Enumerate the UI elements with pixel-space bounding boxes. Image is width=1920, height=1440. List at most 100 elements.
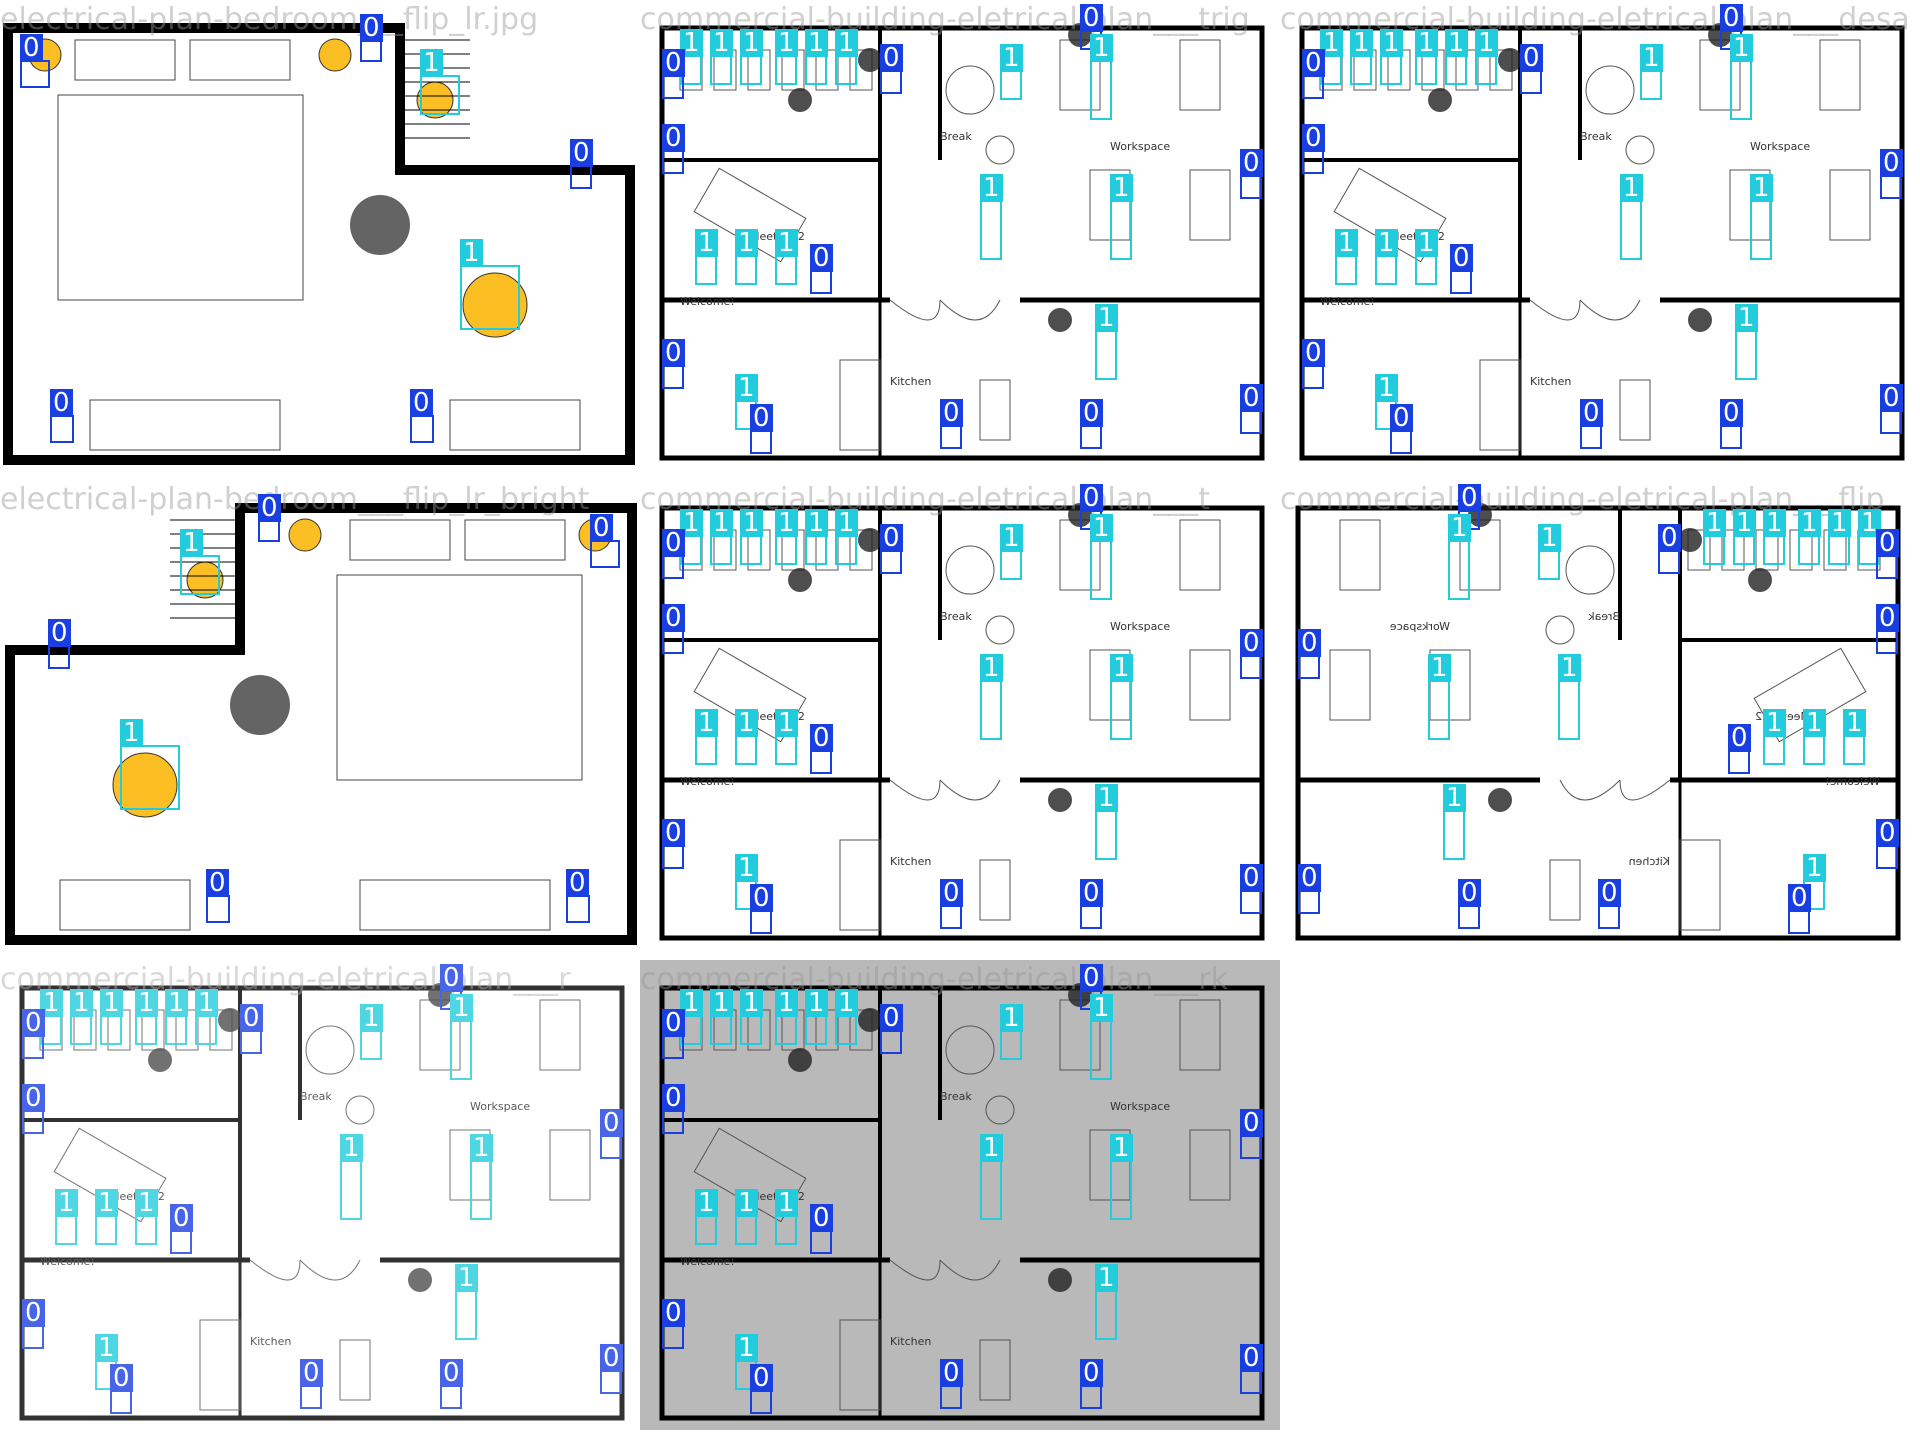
detection-box (22, 1110, 44, 1134)
detection-class-label: 0 (170, 1204, 193, 1232)
room-label-break: Break (1580, 130, 1612, 143)
detection-class-label: 1 (100, 989, 123, 1017)
detection-class-label: 1 (55, 1189, 78, 1217)
detection-class-label: 1 (1090, 514, 1113, 542)
detection-box (1763, 735, 1785, 765)
detection-class-label: 1 (710, 29, 733, 57)
detection-box (750, 1390, 772, 1414)
detection-class-label: 0 (1520, 44, 1543, 72)
room-label-kitchen: Kitchen (890, 1335, 931, 1348)
detection-class-label: 0 (570, 139, 593, 167)
detection-class-label: 0 (1598, 879, 1621, 907)
detection-box (1302, 365, 1324, 389)
detection-class-label: 0 (880, 524, 903, 552)
detection-box (1415, 55, 1437, 85)
room-label-workspace: Workspace (1110, 1100, 1170, 1113)
detection-class-label: 0 (662, 339, 685, 367)
detection-box (662, 845, 684, 869)
detection-class-label: 1 (340, 1134, 363, 1162)
detection-box (662, 1035, 684, 1059)
detection-class-label: 0 (1240, 864, 1263, 892)
detection-box (1000, 550, 1022, 580)
detection-class-label: 1 (735, 854, 758, 882)
detection-class-label: 1 (1750, 174, 1773, 202)
detection-class-label: 0 (1298, 864, 1321, 892)
detection-box (1443, 810, 1465, 860)
detection-box (70, 1015, 92, 1045)
detection-class-label: 1 (1803, 854, 1826, 882)
detection-box (1733, 535, 1755, 565)
detection-class-label: 1 (775, 989, 798, 1017)
detection-class-label: 1 (1380, 29, 1403, 57)
tile-bedroom: electrical-plan-bedroom___flip_lr.jpg 0 0 1… (0, 0, 640, 470)
detection-class-label: 1 (1443, 784, 1466, 812)
detection-class-label: 1 (70, 989, 93, 1017)
detection-class-label: 0 (1302, 124, 1325, 152)
detection-class-label: 1 (135, 1189, 158, 1217)
detection-box (695, 255, 717, 285)
detection-box (95, 1215, 117, 1245)
detection-class-label: 1 (775, 229, 798, 257)
detection-box (1090, 60, 1112, 120)
detection-box (1110, 200, 1132, 260)
detection-class-label: 1 (680, 509, 703, 537)
detection-class-label: 1 (1110, 654, 1133, 682)
floorplan-drawing (3, 23, 635, 465)
detection-class-label: 1 (1730, 34, 1753, 62)
detection-class-label: 1 (735, 229, 758, 257)
detection-box (1240, 655, 1262, 679)
detection-class-label: 1 (1620, 174, 1643, 202)
detection-class-label: 1 (740, 989, 763, 1017)
room-label-kitchen: Kitchen (890, 855, 931, 868)
detection-class-label: 0 (810, 244, 833, 272)
detection-box (1302, 150, 1324, 174)
detection-box (1380, 55, 1402, 85)
detection-class-label: 0 (1788, 884, 1811, 912)
detection-box (940, 425, 962, 449)
detection-box (805, 55, 827, 85)
detection-class-label: 1 (775, 509, 798, 537)
detection-class-label: 0 (1450, 244, 1473, 272)
detection-box (1390, 430, 1412, 454)
detection-box (980, 1160, 1002, 1220)
detection-box (880, 1030, 902, 1054)
detection-box (775, 255, 797, 285)
detection-box (165, 1015, 187, 1045)
detection-class-label: 0 (1876, 529, 1899, 557)
detection-class-label: 0 (1240, 1109, 1263, 1137)
detection-box (22, 1325, 44, 1349)
detection-class-label: 1 (1763, 709, 1786, 737)
detection-class-label: 1 (775, 1189, 798, 1217)
detection-box (880, 550, 902, 574)
detection-box (1880, 410, 1902, 434)
detection-box (775, 55, 797, 85)
detection-box (1335, 255, 1357, 285)
detection-box (1876, 555, 1898, 579)
detection-class-label: 1 (695, 1189, 718, 1217)
detection-class-label: 0 (1240, 1344, 1263, 1372)
detection-class-label: 0 (940, 1359, 963, 1387)
detection-box (1750, 200, 1772, 260)
detection-class-label: 0 (880, 44, 903, 72)
detection-class-label: 1 (735, 709, 758, 737)
detection-class-label: 1 (1095, 1264, 1118, 1292)
detection-class-label: 0 (1080, 4, 1103, 32)
detection-class-label: 1 (1428, 654, 1451, 682)
detection-class-label: 0 (566, 869, 589, 897)
detection-box (810, 1230, 832, 1254)
detection-class-label: 0 (1390, 404, 1413, 432)
detection-class-label: 0 (360, 14, 383, 42)
detection-class-label: 1 (1703, 509, 1726, 537)
detection-box (1728, 750, 1750, 774)
detection-box (1803, 735, 1825, 765)
detection-class-label: 0 (940, 399, 963, 427)
detection-class-label: 1 (1448, 514, 1471, 542)
detection-box (740, 55, 762, 85)
detection-class-label: 0 (240, 1004, 263, 1032)
detection-class-label: 0 (662, 819, 685, 847)
detection-box (1828, 535, 1850, 565)
detection-class-label: 1 (40, 989, 63, 1017)
detection-class-label: 0 (1720, 399, 1743, 427)
detection-class-label: 0 (1880, 149, 1903, 177)
